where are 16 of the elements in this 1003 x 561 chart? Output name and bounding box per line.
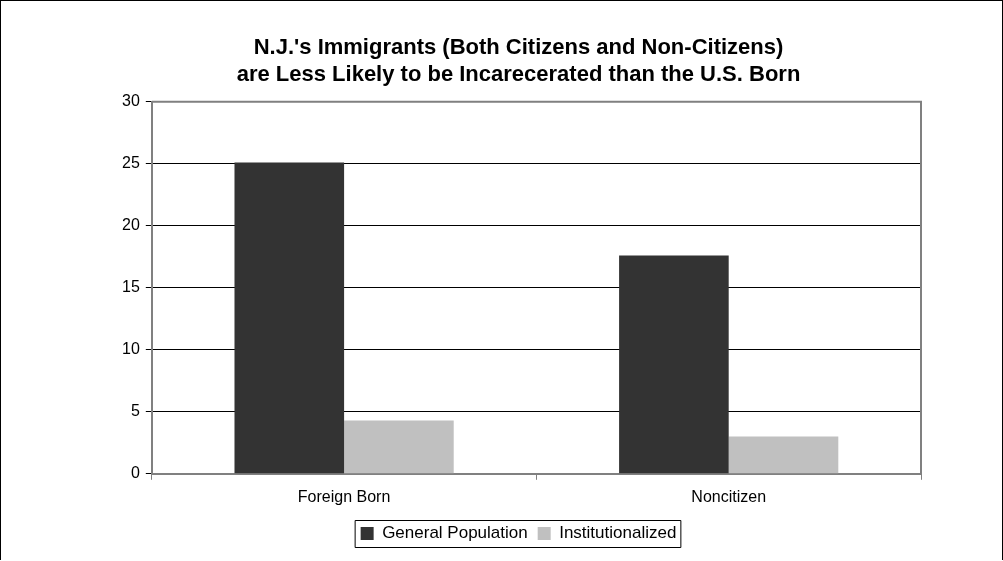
bar: [728, 436, 839, 474]
y-tick-label: 25: [122, 154, 140, 172]
x-tick-label: Foreign Born: [297, 487, 391, 505]
y-tick-label: 5: [130, 402, 140, 420]
chart-title: N.J.'s Immigrants (Both Citizens and Non-Citizens) are Less Likely to be Incarecerated than the U.S. Born: [236, 34, 801, 86]
y-tick-label: 0: [130, 464, 140, 482]
y-tick-label: 20: [122, 216, 140, 234]
bar: [344, 420, 454, 474]
y-tick-label: 10: [122, 340, 140, 358]
bar: [619, 255, 729, 474]
legend-label: General Population: [382, 523, 528, 543]
legend-label: Institutionalized: [559, 523, 677, 543]
y-tick-label: 30: [122, 92, 140, 110]
y-tick-label: 15: [122, 278, 140, 296]
bar: [234, 162, 345, 474]
x-tick-label: Noncitizen: [691, 487, 767, 505]
